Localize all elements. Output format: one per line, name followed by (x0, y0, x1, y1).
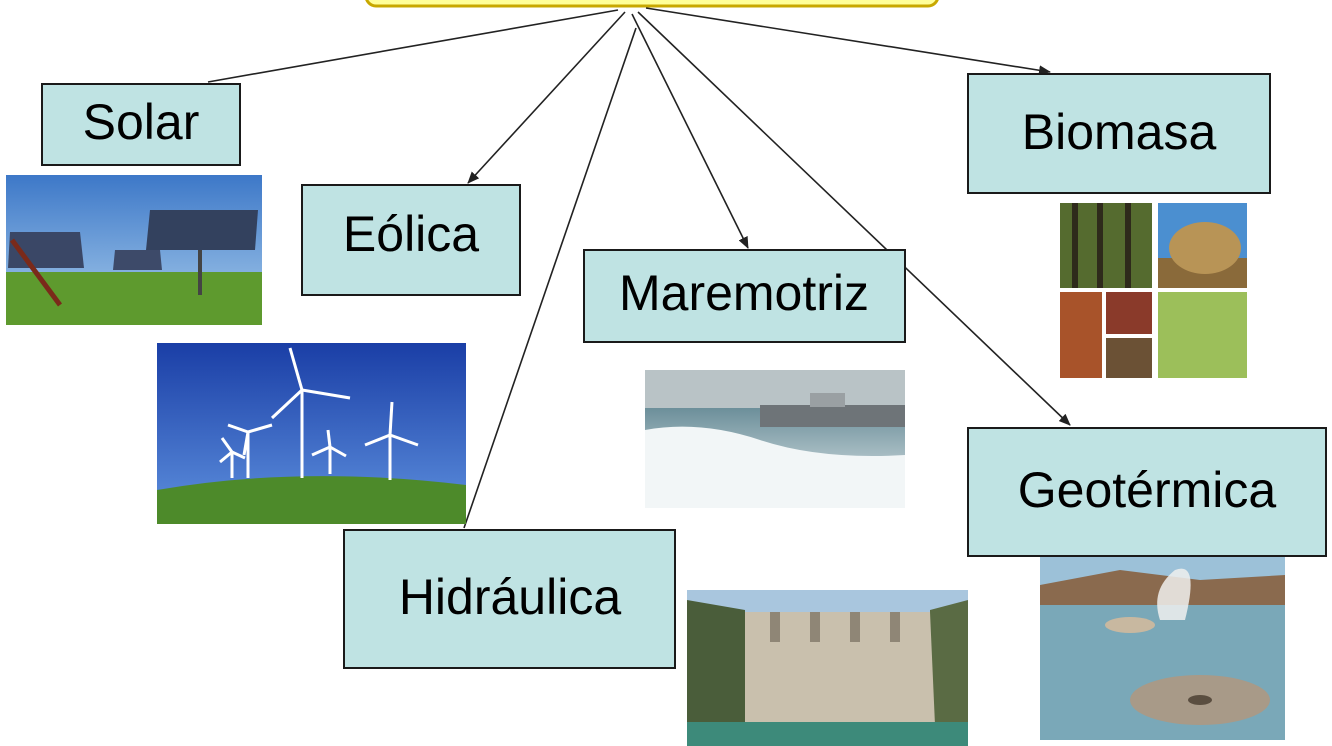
node-eolica: Eólica (302, 185, 520, 295)
node-label: Maremotriz (619, 265, 869, 321)
arrow (632, 14, 748, 248)
node-label: Biomasa (1022, 104, 1217, 160)
geothermal-image (1040, 556, 1285, 740)
tidal-image (645, 370, 905, 508)
arrow (468, 12, 625, 183)
node-geotermica: Geotérmica (968, 428, 1326, 556)
link (208, 10, 618, 82)
root-box (366, 0, 938, 6)
node-biomasa: Biomasa (968, 74, 1270, 193)
node-hidraulica: Hidráulica (344, 530, 675, 668)
wind-image (157, 343, 466, 524)
solar-image (6, 175, 262, 325)
node-label: Hidráulica (399, 569, 622, 625)
node-label: Solar (83, 94, 200, 150)
node-maremotriz: Maremotriz (584, 250, 905, 342)
node-solar: Solar (42, 84, 240, 165)
diagram: Solar Eólica Maremotriz Biomasa Geotérmi… (0, 0, 1332, 746)
hydro-image (687, 590, 968, 746)
node-label: Geotérmica (1018, 462, 1277, 518)
biomass-image (1060, 203, 1247, 378)
arrow (646, 8, 1050, 72)
node-label: Eólica (343, 206, 479, 262)
